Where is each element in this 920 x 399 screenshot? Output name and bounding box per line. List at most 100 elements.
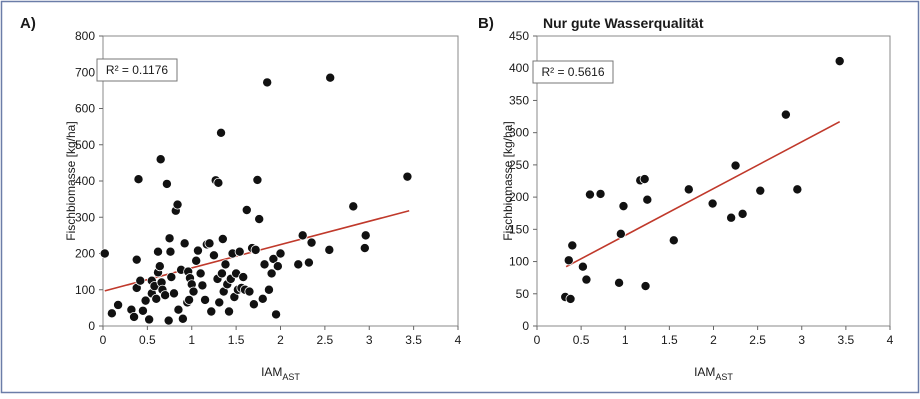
panel-b-x-tick-label: 2.5 bbox=[749, 333, 766, 347]
panel-b-r2-box bbox=[532, 60, 614, 84]
panel-a-data-point bbox=[173, 304, 184, 315]
panel-b-data-point bbox=[614, 277, 625, 288]
panel-a-data-point bbox=[254, 214, 265, 225]
panel-b-r2-label: R² = 0.5616 bbox=[541, 65, 604, 79]
panel-a-data-point bbox=[172, 199, 183, 210]
panel-a-data-point bbox=[204, 238, 215, 249]
panel-b-data-point bbox=[595, 188, 606, 199]
panel-b-x-tick-label: 0.5 bbox=[573, 333, 590, 347]
panel-a-data-point bbox=[113, 299, 124, 310]
panel-a-data-point bbox=[252, 174, 263, 185]
panel-a-x-tick-label: 4 bbox=[455, 333, 462, 347]
panel-a-y-tick-label: 700 bbox=[75, 65, 95, 79]
panel-a-data-point bbox=[129, 311, 140, 322]
panel-a-y-tick-label: 100 bbox=[75, 283, 95, 297]
panel-a-r2-box bbox=[96, 58, 178, 82]
panel-b-y-tick-label: 300 bbox=[509, 126, 529, 140]
panel-a-data-point bbox=[303, 257, 314, 268]
panel-a-y-tick-label: 800 bbox=[75, 29, 95, 43]
panel-a-data-point bbox=[195, 268, 206, 279]
panel-b-x-axis-label-sub: AST bbox=[715, 372, 733, 382]
panel-a-data-point bbox=[257, 293, 268, 304]
panel-a-y-tick-label: 300 bbox=[75, 210, 95, 224]
panel-a-data-point bbox=[214, 297, 225, 308]
panel-b-trendline bbox=[565, 121, 841, 268]
panel-b-data-point bbox=[683, 184, 694, 195]
panel-a-data-point bbox=[293, 259, 304, 270]
panel-b-x-tick-label: 0 bbox=[534, 333, 541, 347]
panel-a-data-point bbox=[188, 286, 199, 297]
panel-b-data-point bbox=[640, 281, 651, 292]
panel-b-y-tick-label: 0 bbox=[522, 319, 529, 333]
panel-b-x-tick-label: 3 bbox=[798, 333, 805, 347]
panel-a-data-point bbox=[297, 230, 308, 241]
panel-a-x-tick-label: 0.5 bbox=[139, 333, 156, 347]
panel-b-y-axis-label: Fischbiomasse [kg/ha] bbox=[501, 121, 515, 240]
panel-a-data-point bbox=[140, 295, 151, 306]
panel-a-data-point bbox=[168, 288, 179, 299]
panel-b-data-point bbox=[668, 235, 679, 246]
panel-a-data-point bbox=[197, 280, 208, 291]
panel-a-data-point bbox=[131, 254, 142, 265]
panel-b-data-point bbox=[584, 189, 595, 200]
panel-b-y-tick-label: 250 bbox=[509, 158, 529, 172]
panel-a-data-point bbox=[135, 275, 146, 286]
panel-b-x-tick-label: 4 bbox=[887, 333, 894, 347]
panel-b-data-point bbox=[834, 56, 845, 67]
panel-a-y-axis-label: Fischbiomasse [kg/ha] bbox=[64, 121, 78, 240]
panel-a-data-point bbox=[192, 245, 203, 256]
panel-b-y-tick-label: 150 bbox=[509, 222, 529, 236]
panel-a-data-point bbox=[306, 237, 317, 248]
panel-a-data-point bbox=[263, 284, 274, 295]
panel-b-x-axis-label: IAMAST bbox=[694, 365, 733, 382]
panel-a-data-point bbox=[348, 201, 359, 212]
panel-a-x-tick-label: 3 bbox=[366, 333, 373, 347]
panel-b-data-point bbox=[755, 185, 766, 196]
panel-a-data-point bbox=[155, 154, 166, 165]
panel-a-data-point bbox=[217, 233, 228, 244]
panel-b-data-point bbox=[780, 109, 791, 120]
panel-b: B) Nur gute Wasserqualität 0 50 100 150 200 2… bbox=[478, 15, 894, 382]
panel-a-data-point bbox=[238, 272, 249, 283]
panel-b-y-tick-label: 50 bbox=[516, 287, 530, 301]
panel-b-y-tick-label: 400 bbox=[509, 61, 529, 75]
panel-a-data-point bbox=[241, 204, 252, 215]
panel-a-data-point bbox=[99, 248, 110, 259]
panel-a-data-point bbox=[244, 286, 255, 297]
panel-b-data-point bbox=[707, 198, 718, 209]
panel-a-data-point bbox=[268, 253, 279, 264]
panel-a-data-point bbox=[220, 259, 231, 270]
panel-a-data-point bbox=[106, 308, 117, 319]
panel-a-x-tick-label: 1.5 bbox=[228, 333, 245, 347]
panel-b-data-point bbox=[730, 160, 741, 171]
panel-a-data-point bbox=[177, 313, 188, 324]
panel-a-data-point bbox=[275, 248, 286, 259]
panel-b-data-point bbox=[567, 240, 578, 251]
panel-a-data-point bbox=[360, 230, 371, 241]
panel-a-data-point bbox=[184, 294, 195, 305]
panel-b-data-point bbox=[563, 255, 574, 266]
panel-a-data-point bbox=[151, 293, 162, 304]
panel-a-x-axis-label-main: IAM bbox=[261, 365, 282, 379]
panel-b-x-tick-label: 1 bbox=[622, 333, 629, 347]
panel-b-data-point bbox=[642, 194, 653, 205]
panel-a-data-point bbox=[272, 261, 283, 272]
panel-b-data-point bbox=[565, 293, 576, 304]
panel-b-data-point bbox=[577, 261, 588, 272]
panel-a-data-point bbox=[248, 299, 259, 310]
panel-a-data-point bbox=[234, 246, 245, 257]
panel-a-data-point bbox=[266, 268, 277, 279]
panel-a-data-point bbox=[133, 174, 144, 185]
panel-b-data-point bbox=[618, 201, 629, 212]
panel-b-data-point bbox=[615, 228, 626, 239]
panel-b-data-point bbox=[792, 184, 803, 195]
panel-b-plot: 0 50 100 150 200 250 300 350 400 450 0 0.5 1 1.5 2 2.5 3… bbox=[501, 29, 894, 382]
panel-b-title: Nur gute Wasserqualität bbox=[543, 15, 704, 31]
panel-b-data-point bbox=[726, 212, 737, 223]
panel-b-y-tick-label: 200 bbox=[509, 190, 529, 204]
panel-a-data-point bbox=[200, 294, 211, 305]
panel-a-data-point bbox=[250, 244, 261, 255]
panel-a-r2-label: R² = 0.1176 bbox=[106, 63, 168, 77]
